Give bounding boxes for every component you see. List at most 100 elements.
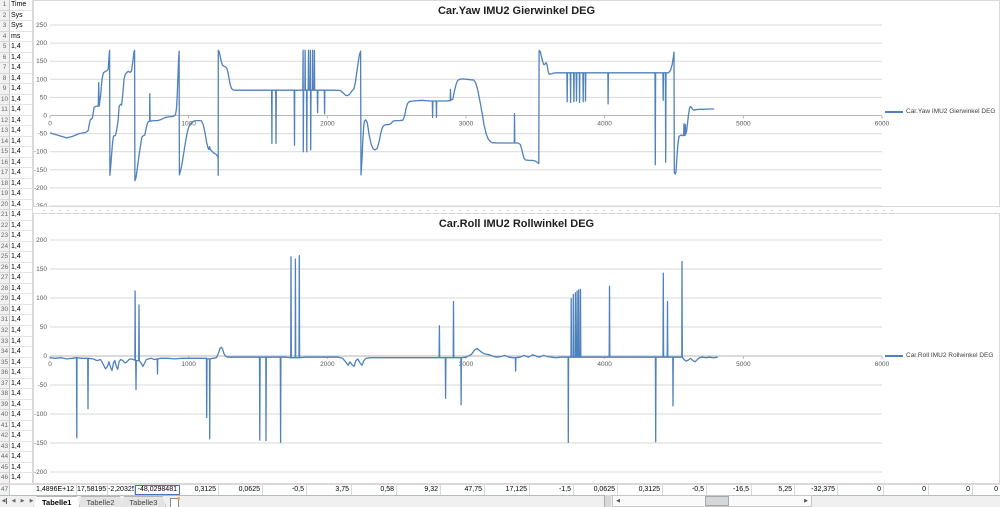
cell[interactable]: 1,4 — [10, 347, 33, 358]
cell[interactable]: 1,4 — [10, 73, 33, 85]
cell[interactable]: 1,4 — [10, 273, 33, 284]
row-number-cell[interactable]: 16 — [0, 157, 10, 169]
row-number-cell[interactable]: 35 — [0, 357, 10, 369]
cell[interactable]: 0 — [884, 485, 929, 495]
row-number-cell[interactable]: 24 — [0, 241, 10, 253]
chart-title[interactable]: Car.Roll IMU2 Rollwinkel DEG — [438, 218, 595, 230]
row-number-cell[interactable]: 11 — [0, 105, 10, 116]
cell[interactable]: -0,5 — [663, 485, 707, 495]
yaw-chart-object[interactable]: Car.Yaw IMU2 Gierwinkel DEG 250 200 150 100… — [33, 0, 1000, 210]
row-number-cell[interactable]: 27 — [0, 273, 10, 284]
cell[interactable]: 1,4896E+12 — [10, 485, 77, 495]
cell[interactable]: 1,4 — [10, 399, 33, 411]
row-number-cell[interactable]: 31 — [0, 315, 10, 326]
cell[interactable]: 1,4 — [10, 252, 33, 263]
row-number-cell[interactable]: 6 — [0, 52, 10, 64]
cell[interactable]: 1,4 — [10, 378, 33, 390]
row-number-cell[interactable]: 8 — [0, 73, 10, 85]
tabnav-next-button[interactable]: ▶ — [20, 498, 25, 504]
cell[interactable]: 1,4 — [10, 336, 33, 348]
cell[interactable]: 1,4 — [10, 115, 33, 127]
row-number-cell[interactable]: 46 — [0, 473, 10, 484]
scrollbar-thumb[interactable] — [705, 496, 729, 506]
cell[interactable]: 0,0625 — [219, 485, 263, 495]
cell[interactable]: 0 — [973, 485, 1000, 495]
cell[interactable]: 1,4 — [10, 157, 33, 169]
cell[interactable]: 17,581957 — [77, 485, 108, 495]
scrollbar-track[interactable] — [623, 496, 801, 506]
cell[interactable]: 1,4 — [10, 94, 33, 106]
cell[interactable]: Time — [10, 0, 33, 11]
row-number-cell[interactable]: 17 — [0, 168, 10, 179]
legend[interactable]: Car.Yaw IMU2 Gierwinkel DEG — [885, 108, 995, 115]
cell[interactable]: Sys — [10, 21, 33, 32]
cell[interactable]: 1,4 — [10, 52, 33, 64]
cell[interactable]: 1,4 — [10, 389, 33, 400]
cell[interactable]: 1,4 — [10, 147, 33, 158]
row-number-cell[interactable]: 40 — [0, 410, 10, 421]
cell[interactable]: 1,4 — [10, 315, 33, 326]
cell[interactable]: 1,4 — [10, 368, 33, 379]
cell[interactable]: 1,4 — [10, 357, 33, 369]
row-number-cell[interactable]: 29 — [0, 294, 10, 305]
sheet-tab-tabelle1[interactable]: Tabelle1 — [33, 496, 81, 507]
cell[interactable]: 1,4 — [10, 42, 33, 53]
cell[interactable]: 1,4 — [10, 304, 33, 316]
cell[interactable]: 1,4 — [10, 136, 33, 148]
scroll-left-arrow-icon[interactable]: ◀ — [616, 498, 620, 504]
row-number-cell[interactable]: 10 — [0, 94, 10, 106]
row-number-cell[interactable]: 34 — [0, 347, 10, 358]
cell[interactable]: 1,4 — [10, 84, 33, 95]
cell[interactable]: 1,4 — [10, 178, 33, 190]
cell[interactable]: 1,4 — [10, 283, 33, 295]
row-number-cell[interactable]: 32 — [0, 325, 10, 337]
row-number-cell[interactable]: 43 — [0, 441, 10, 453]
legend[interactable]: Car.Roll IMU2 Rollwinkel DEG — [885, 352, 993, 359]
row-number-cell[interactable]: 20 — [0, 199, 10, 211]
cell[interactable]: 47,75 — [441, 485, 485, 495]
row-number-cell[interactable]: 41 — [0, 420, 10, 432]
tabnav-last-button[interactable]: ▶ — [29, 498, 34, 504]
cell[interactable]: 1,4 — [10, 199, 33, 211]
insert-worksheet-button[interactable] — [166, 496, 182, 507]
row-number-cell[interactable]: 19 — [0, 189, 10, 200]
scroll-right-arrow-icon[interactable]: ▶ — [804, 498, 808, 504]
row-number-cell[interactable]: 1 — [0, 0, 10, 11]
row-number-cell[interactable]: 39 — [0, 399, 10, 411]
tab-scrollbar-splitter[interactable] — [604, 495, 611, 507]
row-number-cell[interactable]: 4 — [0, 31, 10, 43]
cell[interactable]: 0,3125 — [618, 485, 663, 495]
cell[interactable]: 1,4 — [10, 410, 33, 421]
row-number-cell[interactable]: 3 — [0, 21, 10, 32]
chart-title[interactable]: Car.Yaw IMU2 Gierwinkel DEG — [437, 5, 596, 17]
row-number-cell[interactable]: 36 — [0, 368, 10, 379]
tabnav-first-button[interactable]: ◀ — [1, 498, 8, 504]
cell[interactable]: -16,5 — [707, 485, 752, 495]
cell[interactable]: 1,4 — [10, 220, 33, 232]
row-number-cell[interactable]: 15 — [0, 147, 10, 158]
row-number-cell[interactable]: 45 — [0, 462, 10, 474]
cell[interactable]: 1,4 — [10, 262, 33, 274]
cell[interactable]: 3,75 — [307, 485, 352, 495]
tabnav-previous-button[interactable]: ◀ — [11, 498, 16, 504]
row-number-cell[interactable]: 12 — [0, 115, 10, 127]
cell[interactable]: 1,4 — [10, 420, 33, 432]
row-number-cell[interactable]: 30 — [0, 304, 10, 316]
row-number-cell[interactable]: 25 — [0, 252, 10, 263]
cell[interactable]: 1,4 — [10, 231, 33, 242]
cell[interactable]: 1,4 — [10, 294, 33, 305]
cell[interactable]: 1,4 — [10, 126, 33, 137]
row-number-cell[interactable]: 47 — [0, 485, 10, 495]
cell[interactable]: -32,375 — [795, 485, 838, 495]
row-number-cell[interactable]: 28 — [0, 283, 10, 295]
cell[interactable]: 17,125 — [485, 485, 530, 495]
cell[interactable]: 1,4 — [10, 168, 33, 179]
row-number-cell[interactable]: 13 — [0, 126, 10, 137]
row-number-cell[interactable]: 42 — [0, 431, 10, 442]
cell[interactable]: -0,5 — [263, 485, 307, 495]
row-number-cell[interactable]: 23 — [0, 231, 10, 242]
row-number-cell[interactable]: 26 — [0, 262, 10, 274]
cell[interactable]: 0,3125 — [180, 485, 219, 495]
row-number-cell[interactable]: 21 — [0, 210, 10, 221]
cell[interactable]: 0 — [838, 485, 884, 495]
